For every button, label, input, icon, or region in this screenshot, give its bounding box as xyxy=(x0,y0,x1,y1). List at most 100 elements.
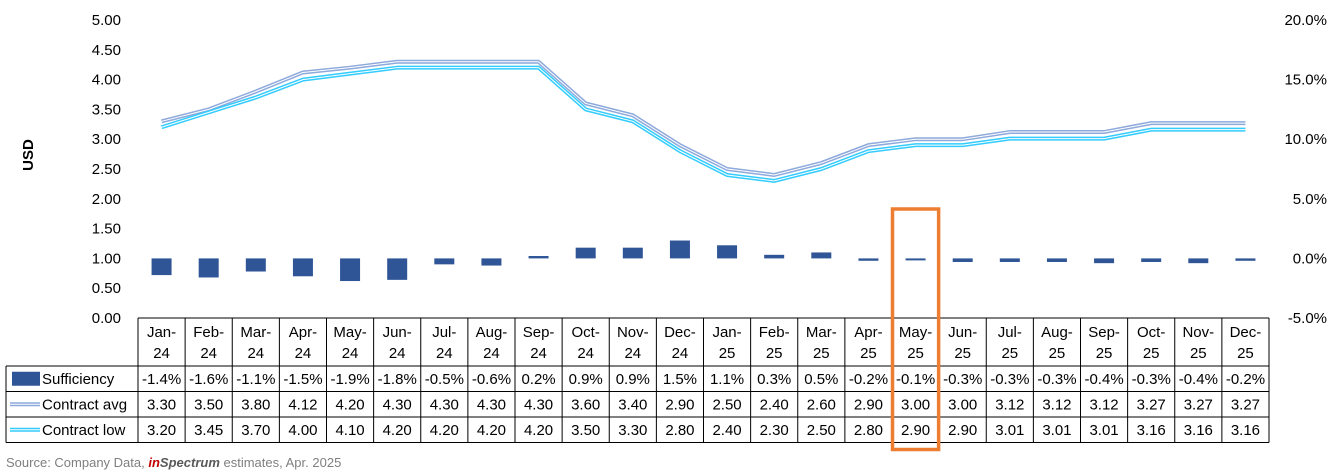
table-cell: -0.2% xyxy=(849,371,888,388)
category-label-line1: Aug- xyxy=(476,324,508,341)
right-tick-label: -5.0% xyxy=(1288,310,1327,327)
sufficiency-bar xyxy=(811,252,832,259)
right-tick-label: 20.0% xyxy=(1284,12,1327,29)
category-label-line2: 25 xyxy=(1001,345,1018,362)
category-label-line2: 25 xyxy=(860,345,877,362)
table-cell: 2.90 xyxy=(901,422,930,439)
category-label-line1: Oct- xyxy=(572,324,600,341)
table-cell: 2.90 xyxy=(854,396,883,413)
table-cell: -0.1% xyxy=(896,371,935,388)
table-cell: 4.20 xyxy=(335,396,364,413)
contract-low-line-shadow xyxy=(160,65,1246,183)
sufficiency-bar xyxy=(245,258,266,272)
left-tick-label: 4.50 xyxy=(92,42,121,59)
category-label-line1: Oct- xyxy=(1137,324,1165,341)
left-tick-label: 2.00 xyxy=(92,191,121,208)
category-label-line2: 24 xyxy=(483,345,500,362)
sufficiency-bar xyxy=(1235,258,1256,261)
table-cell: -0.3% xyxy=(1037,371,1076,388)
table-cell: 3.16 xyxy=(1231,422,1260,439)
table-cell: 3.30 xyxy=(618,422,647,439)
sufficiency-bar xyxy=(1188,258,1209,264)
table-cell: 0.3% xyxy=(757,371,791,388)
table-cell: 2.50 xyxy=(712,396,741,413)
table-cell: 4.20 xyxy=(383,422,412,439)
table-cell: 3.01 xyxy=(995,422,1024,439)
table-cell: -0.4% xyxy=(1179,371,1218,388)
table-cell: 0.9% xyxy=(616,371,650,388)
table-cell: 4.20 xyxy=(524,422,553,439)
category-label-line1: Dec- xyxy=(1230,324,1262,341)
table-cell: 4.30 xyxy=(477,396,506,413)
category-label-line2: 24 xyxy=(295,345,312,362)
table-cell: 3.80 xyxy=(241,396,270,413)
table-cell: -1.1% xyxy=(236,371,275,388)
sufficiency-bar xyxy=(1046,258,1067,262)
category-label-line1: Mar- xyxy=(240,324,271,341)
category-label-line1: Nov- xyxy=(1182,324,1214,341)
table-cell: 3.27 xyxy=(1137,396,1166,413)
table-cell: -0.3% xyxy=(943,371,982,388)
left-tick-label: 3.50 xyxy=(92,101,121,118)
category-label-line2: 24 xyxy=(200,345,217,362)
table-cell: 3.16 xyxy=(1137,422,1166,439)
category-label-line2: 24 xyxy=(577,345,594,362)
left-axis-ticks: 0.00 0.50 1.00 1.50 2.00 2.50 3.00 3.50 4.00 4.50… xyxy=(92,12,121,327)
table-cell: 4.12 xyxy=(288,396,317,413)
table-cell: 3.01 xyxy=(1089,422,1118,439)
sufficiency-bar xyxy=(151,258,172,276)
table-cell: 2.40 xyxy=(760,396,789,413)
sufficiency-bar xyxy=(198,258,219,278)
category-label-line1: Feb- xyxy=(193,324,224,341)
table-cell: 3.16 xyxy=(1184,422,1213,439)
table-cell: 3.60 xyxy=(571,396,600,413)
table-cell: 1.5% xyxy=(663,371,697,388)
category-label-line1: May- xyxy=(333,324,366,341)
sufficiency-bar xyxy=(292,258,313,277)
table-cell: 3.27 xyxy=(1184,396,1213,413)
category-label-line1: May- xyxy=(899,324,932,341)
category-label-line2: 24 xyxy=(247,345,264,362)
left-tick-label: 4.00 xyxy=(92,72,121,89)
table-cell: -0.3% xyxy=(990,371,1029,388)
sufficiency-bar xyxy=(387,258,408,280)
table-cell: -0.6% xyxy=(472,371,511,388)
sufficiency-bar xyxy=(575,247,596,259)
category-label-line2: 24 xyxy=(530,345,547,362)
category-label-line1: Feb- xyxy=(759,324,790,341)
highlight-box xyxy=(890,207,941,452)
sufficiency-bar xyxy=(952,258,973,262)
category-label-line1: Jul- xyxy=(432,324,456,341)
left-tick-label: 0.50 xyxy=(92,280,121,297)
table-cell: 3.50 xyxy=(571,422,600,439)
contract-avg-line-highlight xyxy=(161,61,1246,176)
category-label-line1: Jun- xyxy=(383,324,412,341)
category-label-line2: 24 xyxy=(342,345,359,362)
table-cell: 3.70 xyxy=(241,422,270,439)
sufficiency-bar xyxy=(669,240,690,259)
sufficiency-bar xyxy=(764,254,785,259)
table-cell: -1.5% xyxy=(283,371,322,388)
sufficiency-bar xyxy=(340,258,361,282)
y-axis-label: USD xyxy=(20,139,37,171)
right-axis-ticks: -5.0% 0.0% 5.0% 10.0% 15.0% 20.0% xyxy=(1284,12,1327,327)
table-cell: 2.60 xyxy=(807,396,836,413)
table-cell: 3.00 xyxy=(948,396,977,413)
table-cell: 3.50 xyxy=(194,396,223,413)
source-prefix: Source: Company Data, xyxy=(6,455,149,470)
category-label-line2: 24 xyxy=(672,345,689,362)
table-cell: 4.30 xyxy=(524,396,553,413)
category-label-line1: Apr- xyxy=(854,324,882,341)
category-label-line2: 25 xyxy=(1096,345,1113,362)
table-cell: -0.3% xyxy=(1132,371,1171,388)
table-cell: 3.30 xyxy=(147,396,176,413)
table-cell: 2.40 xyxy=(712,422,741,439)
legend-name: Contract low xyxy=(42,422,126,439)
category-label-line2: 25 xyxy=(1237,345,1254,362)
right-tick-label: 15.0% xyxy=(1284,72,1327,89)
left-tick-label: 1.00 xyxy=(92,250,121,267)
sufficiency-bar xyxy=(1094,258,1115,264)
legend-name: Contract avg xyxy=(42,396,127,413)
category-label-line2: 25 xyxy=(766,345,783,362)
left-tick-label: 0.00 xyxy=(92,310,121,327)
